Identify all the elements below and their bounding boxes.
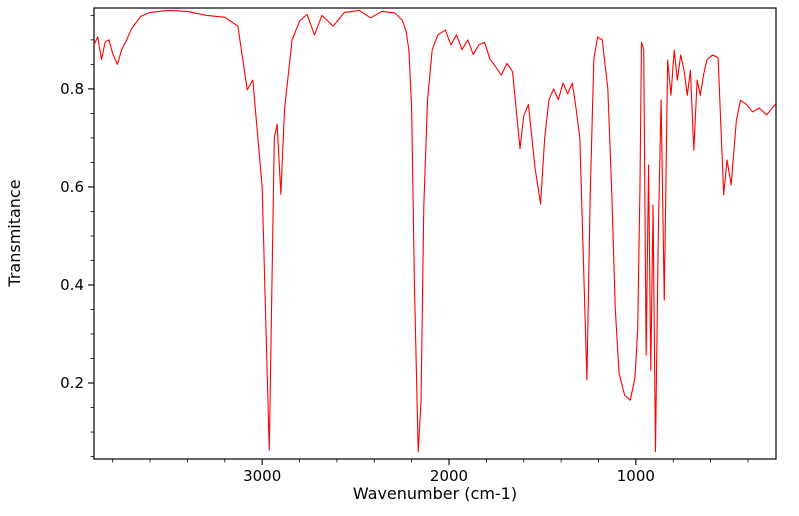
y-tick-label: 0.2 xyxy=(60,374,84,392)
y-tick-label: 0.4 xyxy=(60,276,84,294)
x-tick-label: 2000 xyxy=(430,467,468,485)
x-tick-label: 1000 xyxy=(617,467,655,485)
plot-border xyxy=(93,7,777,460)
y-tick-label: 0.6 xyxy=(60,178,84,196)
y-tick-label: 0.8 xyxy=(60,80,84,98)
x-tick-label: 3000 xyxy=(243,467,281,485)
x-axis-label: Wavenumber (cm-1) xyxy=(353,484,517,503)
y-axis-label: Transmitance xyxy=(5,179,24,287)
spectrum-line xyxy=(93,9,776,453)
